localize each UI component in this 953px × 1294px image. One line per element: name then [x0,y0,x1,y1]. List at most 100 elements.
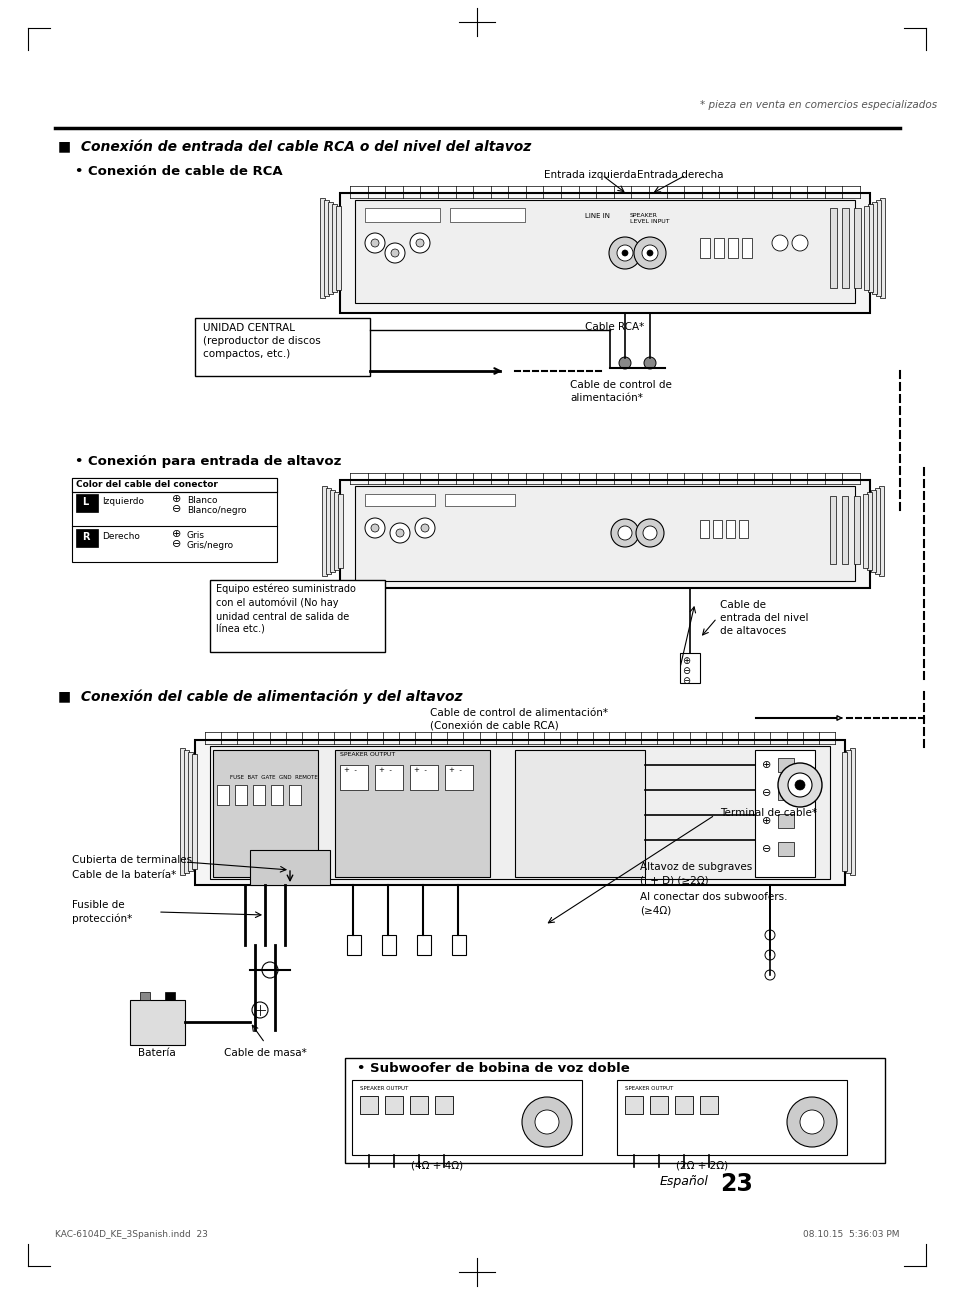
Text: ⊖: ⊖ [681,666,689,675]
Bar [679,653,700,683]
Bar [778,758,793,773]
Bar [76,494,98,512]
Circle shape [621,250,627,256]
Bar [829,208,836,289]
Circle shape [365,233,385,254]
Text: Terminal de cable*: Terminal de cable* [720,807,816,818]
Circle shape [764,970,774,980]
Bar [180,748,185,875]
Circle shape [252,1002,268,1018]
Bar [253,785,265,805]
Text: • Subwoofer de bobina de voz doble: • Subwoofer de bobina de voz doble [356,1062,629,1075]
Text: Gris: Gris [187,531,205,540]
Bar [713,238,723,258]
Bar [250,850,330,885]
Circle shape [390,523,410,543]
Bar [862,494,867,568]
Bar [337,494,343,568]
Bar [319,198,325,298]
Bar [778,785,793,800]
Bar [130,1000,185,1046]
Bar [727,238,738,258]
Bar [879,198,884,298]
Bar [213,751,317,877]
Text: * pieza en venta en comercios especializados: * pieza en venta en comercios especializ… [700,100,936,110]
Bar [700,520,708,538]
Circle shape [771,236,787,251]
Text: +  -: + - [414,767,426,773]
Text: Entrada derecha: Entrada derecha [636,170,722,180]
Text: Entrada izquierda: Entrada izquierda [543,170,636,180]
Bar [76,529,98,547]
Text: +  -: + - [449,767,461,773]
Bar [649,1096,667,1114]
Text: Cable de control de
alimentación*: Cable de control de alimentación* [569,380,671,404]
Bar [359,1096,377,1114]
Circle shape [391,248,398,258]
Bar [71,477,276,562]
Bar [365,494,435,506]
Text: ⊖: ⊖ [172,540,181,549]
Bar [347,936,360,955]
Text: Al conectar dos subwoofers.
(≥4Ω): Al conectar dos subwoofers. (≥4Ω) [639,892,786,915]
Bar [841,208,848,289]
Text: ■  Conexión del cable de alimentación y del altavoz: ■ Conexión del cable de alimentación y d… [58,690,462,704]
Bar [324,201,329,296]
Text: Cubierta de terminales: Cubierta de terminales [71,855,192,864]
Text: ⊖: ⊖ [761,788,771,798]
Circle shape [371,524,378,532]
Text: ⊖: ⊖ [681,675,689,686]
Bar [335,206,340,290]
Circle shape [608,237,640,269]
Text: ⊖: ⊖ [172,503,181,514]
Bar [339,193,869,313]
Circle shape [764,950,774,960]
Bar [829,496,835,564]
Text: • Conexión de cable de RCA: • Conexión de cable de RCA [75,166,282,179]
Bar [330,490,335,572]
Bar [328,202,333,294]
Bar [867,204,872,292]
Text: +  -: + - [378,767,392,773]
Circle shape [410,233,430,254]
Bar [410,765,437,791]
Bar [741,238,751,258]
Text: +  -: + - [344,767,356,773]
Text: Color del cable del conector: Color del cable del conector [76,480,217,489]
Text: Fusible de
protección*: Fusible de protección* [71,901,132,924]
Bar [355,487,854,581]
Bar [216,785,229,805]
Text: SPEAKER OUTPUT: SPEAKER OUTPUT [339,752,395,757]
Circle shape [787,773,811,797]
Circle shape [641,245,658,261]
Bar [194,318,370,377]
Circle shape [415,518,435,538]
Text: (2Ω + 2Ω): (2Ω + 2Ω) [676,1159,727,1170]
Circle shape [618,525,631,540]
Bar [345,1058,884,1163]
Circle shape [365,518,385,538]
Bar [712,520,721,538]
Bar [845,751,850,873]
Circle shape [262,961,277,978]
Text: ⊕: ⊕ [681,656,689,666]
Bar [355,201,854,303]
Bar [165,992,174,1000]
Circle shape [521,1097,572,1146]
Text: Blanco: Blanco [187,496,217,505]
Circle shape [535,1110,558,1134]
Circle shape [617,245,633,261]
Text: Izquierdo: Izquierdo [102,497,144,506]
Text: • Conexión para entrada de altavoz: • Conexión para entrada de altavoz [75,455,341,468]
Circle shape [634,237,665,269]
Text: Blanco/negro: Blanco/negro [187,506,247,515]
Text: (4Ω + 4Ω): (4Ω + 4Ω) [411,1159,462,1170]
Bar [375,765,402,791]
Circle shape [778,763,821,807]
Bar [339,765,368,791]
Bar [874,488,879,575]
Bar [617,1080,846,1156]
Text: ⊖: ⊖ [761,844,771,854]
Bar [778,814,793,828]
Bar [444,494,515,506]
